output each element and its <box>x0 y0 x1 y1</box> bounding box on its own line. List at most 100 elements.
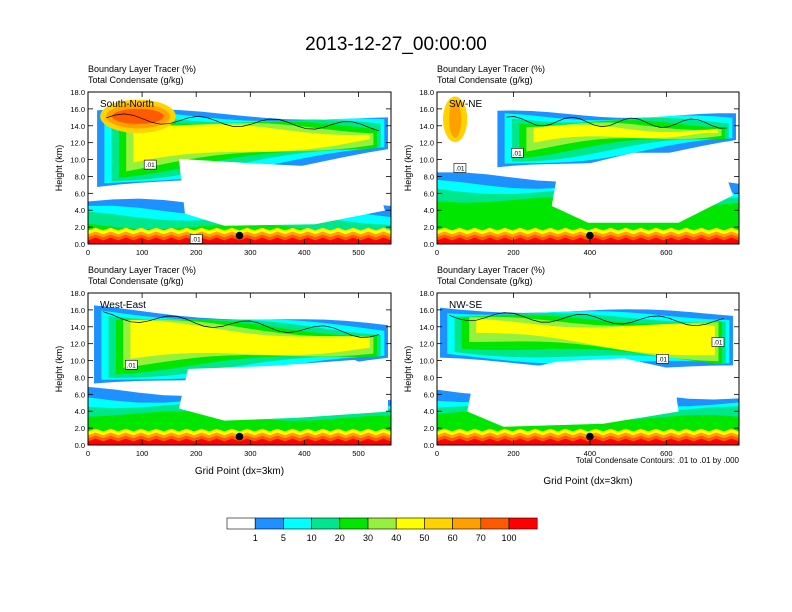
x-tick-label: 200 <box>507 449 520 458</box>
y-tick-label: 10.0 <box>419 156 434 165</box>
colorbar: 1 5 10 20 30 40 50 60 70 100 <box>226 517 538 543</box>
panel-label: NW-SE <box>449 300 482 311</box>
x-tick-label: 400 <box>298 248 311 257</box>
tracer-field <box>437 293 739 445</box>
y-tick-label: 4.0 <box>75 206 85 215</box>
colorbar-swatch <box>339 517 369 530</box>
panel-nw-se: 0.0 2.0 4.0 6.0 8.0 10.0 12.0 14.0 16.0 18.0 0 200 4… <box>403 265 740 487</box>
y-tick-label: 6.0 <box>75 390 85 399</box>
clear-region <box>178 359 388 421</box>
y-tick-label: 16.0 <box>419 105 434 114</box>
subtitle-condensate: Total Condensate (g/kg) <box>437 276 533 286</box>
location-marker <box>586 432 594 441</box>
subtitle-tracer: Boundary Layer Tracer (%) <box>437 64 545 74</box>
y-tick-label: 12.0 <box>70 139 85 148</box>
x-tick-label: 200 <box>190 449 203 458</box>
y-axis-label: Height (km) <box>403 145 413 192</box>
tracer-plume <box>476 318 715 356</box>
contour-label: .01 <box>658 356 667 363</box>
y-tick-label: 16.0 <box>70 306 85 315</box>
clear-region <box>467 358 679 427</box>
panels: 0.0 2.0 4.0 6.0 8.0 10.0 12.0 14.0 16.0 18.0 0 100 2… <box>54 64 740 487</box>
y-tick-label: 18.0 <box>419 289 434 298</box>
y-tick-label: 2.0 <box>75 223 85 232</box>
y-axis-label: Height (km) <box>54 346 64 393</box>
y-tick-label: 6.0 <box>424 189 434 198</box>
y-tick-label: 6.0 <box>75 189 85 198</box>
y-tick-label: 18.0 <box>70 289 85 298</box>
contour-label: .01 <box>513 150 522 157</box>
panel-sw-ne: 0.0 2.0 4.0 6.0 8.0 10.0 12.0 14.0 16.0 18.0 0 200 4… <box>403 64 740 257</box>
y-tick-label: 14.0 <box>419 122 434 131</box>
colorbar-swatch <box>311 517 341 530</box>
tracer-plume <box>130 319 370 359</box>
contour-label: .01 <box>455 166 464 173</box>
x-tick-label: 500 <box>352 248 365 257</box>
contour-label-box <box>510 148 524 158</box>
y-tick-label: 16.0 <box>419 306 434 315</box>
colorbar-swatch <box>424 517 453 530</box>
clear-region <box>551 152 733 223</box>
panel-west-east: 0.0 2.0 4.0 6.0 8.0 10.0 12.0 14.0 16.0 18.0 0 100 2… <box>54 265 392 477</box>
colorbar-label: 5 <box>281 533 286 543</box>
y-tick-label: 4.0 <box>424 206 434 215</box>
contour-note: Total Condensate Contours: .01 to .01 by… <box>576 456 740 465</box>
plot-frame <box>436 292 740 446</box>
tracer-plume <box>533 124 718 143</box>
condensate-contour <box>103 311 379 338</box>
x-tick-label: 300 <box>244 248 257 257</box>
condensate-contour <box>106 113 379 132</box>
colorbar-swatch <box>508 517 538 530</box>
y-tick-label: 14.0 <box>70 122 85 131</box>
subtitle-condensate: Total Condensate (g/kg) <box>88 75 184 85</box>
subtitle-tracer: Boundary Layer Tracer (%) <box>88 265 196 275</box>
contour-label-box <box>656 354 669 364</box>
location-marker <box>235 231 244 240</box>
subtitle-tracer: Boundary Layer Tracer (%) <box>437 265 545 275</box>
y-tick-label: 0.0 <box>424 441 434 450</box>
subtitle-condensate: Total Condensate (g/kg) <box>437 75 533 85</box>
x-tick-label: 300 <box>244 449 257 458</box>
x-tick-label: 400 <box>298 449 311 458</box>
contour-label-box <box>124 359 138 370</box>
y-tick-label: 16.0 <box>70 105 85 114</box>
colorbar-label: 40 <box>391 533 401 543</box>
contour-label-box <box>453 163 467 173</box>
x-tick-label: 500 <box>352 449 365 458</box>
tracer-plume <box>133 124 370 163</box>
colorbar-label: 30 <box>363 533 373 543</box>
plot-frame <box>87 292 392 446</box>
surface-layer <box>88 237 391 244</box>
panel-label: West-East <box>100 300 146 311</box>
tracer-core <box>449 101 462 138</box>
colorbar-swatch <box>480 517 510 530</box>
figure-title: 2013-12-27_00:00:00 <box>305 34 487 55</box>
y-tick-label: 10.0 <box>419 357 434 366</box>
surface-layer <box>88 438 391 445</box>
y-tick-label: 18.0 <box>70 88 85 97</box>
colorbar-label: 60 <box>448 533 458 543</box>
location-marker <box>235 432 244 441</box>
colorbar-swatch <box>226 517 256 530</box>
y-tick-label: 8.0 <box>75 172 85 181</box>
tracer-core <box>112 108 164 124</box>
colorbar-swatch <box>367 517 397 530</box>
y-axis-label: Height (km) <box>403 346 413 393</box>
y-tick-label: 12.0 <box>419 139 434 148</box>
surface-layer <box>437 237 739 244</box>
y-tick-label: 8.0 <box>424 172 434 181</box>
tracer-field <box>437 92 739 244</box>
x-tick-label: 0 <box>435 449 439 458</box>
y-tick-label: 14.0 <box>419 323 434 332</box>
contour-label: .01 <box>127 362 136 369</box>
condensate-contour <box>448 312 725 327</box>
subtitle-tracer: Boundary Layer Tracer (%) <box>88 64 196 74</box>
y-tick-label: 10.0 <box>70 156 85 165</box>
colorbar-label: 50 <box>419 533 429 543</box>
x-tick-label: 200 <box>507 248 520 257</box>
y-tick-label: 8.0 <box>424 373 434 382</box>
location-marker <box>586 231 594 240</box>
panel-label: SW-NE <box>449 99 482 110</box>
y-tick-label: 8.0 <box>75 373 85 382</box>
